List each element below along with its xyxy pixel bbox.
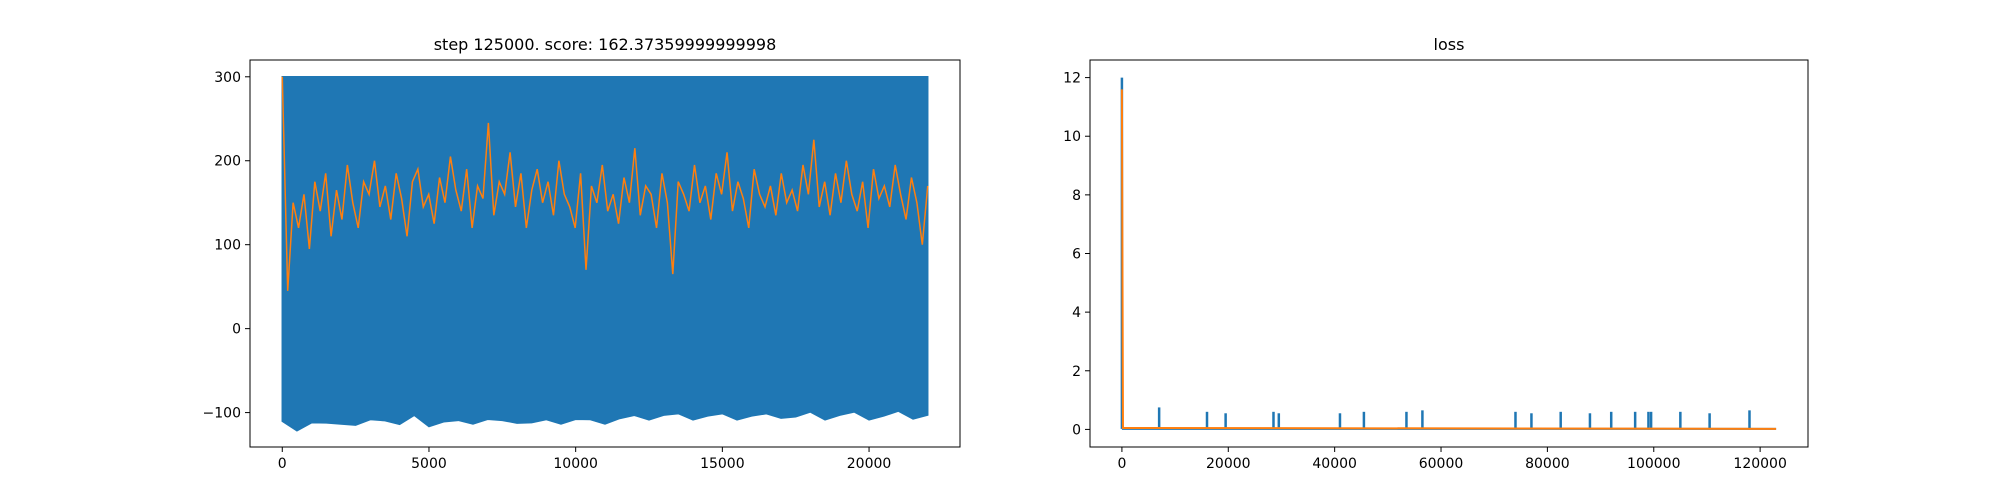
score-marks — [281, 76, 929, 432]
score-series-orange-line — [281, 76, 929, 291]
score-chart-title: step 125000. score: 162.37359999999998 — [434, 35, 777, 54]
y-tick-label: 300 — [214, 70, 241, 86]
x-tick-label: 100000 — [1627, 456, 1680, 472]
loss-marks — [1120, 77, 1777, 430]
score-subplot: step 125000. score: 162.37359999999998 0… — [203, 35, 961, 472]
y-tick-label: 10 — [1063, 129, 1081, 145]
y-tick-label: 2 — [1072, 364, 1081, 380]
x-tick-label: 80000 — [1525, 456, 1570, 472]
y-tick-label: 4 — [1072, 305, 1081, 321]
x-tick-label: 0 — [1117, 456, 1126, 472]
y-tick-label: −100 — [203, 406, 241, 422]
x-tick-label: 120000 — [1733, 456, 1786, 472]
x-tick-label: 60000 — [1419, 456, 1464, 472]
y-tick-label: 0 — [232, 322, 241, 338]
x-tick-label: 20000 — [1206, 456, 1251, 472]
score-series-blue-band — [281, 76, 929, 432]
y-tick-label: 200 — [214, 154, 241, 170]
x-tick-label: 20000 — [847, 456, 892, 472]
score-axes: 0 5000 10000 15000 20000 −100 0 100 200 300 — [203, 59, 961, 472]
loss-series-orange-line — [1120, 89, 1777, 430]
loss-axes: 0 20000 40000 60000 80000 100000 120000 0 2 4 6 8 10… — [1063, 59, 1809, 472]
y-tick-label: 100 — [214, 238, 241, 254]
x-tick-label: 15000 — [700, 456, 745, 472]
y-tick-label: 6 — [1072, 247, 1081, 263]
x-tick-label: 10000 — [553, 456, 598, 472]
x-tick-label: 5000 — [411, 456, 447, 472]
x-tick-label: 0 — [278, 456, 287, 472]
loss-chart-title: loss — [1434, 35, 1465, 54]
y-tick-label: 0 — [1072, 422, 1081, 438]
y-tick-label: 8 — [1072, 188, 1081, 204]
loss-subplot: loss 0 20000 40000 60000 80000 100000 120000 0 2… — [1063, 35, 1809, 472]
x-tick-label: 40000 — [1312, 456, 1357, 472]
y-tick-label: 12 — [1063, 71, 1081, 87]
axes-frame — [249, 59, 961, 448]
axes-frame — [1089, 59, 1809, 448]
